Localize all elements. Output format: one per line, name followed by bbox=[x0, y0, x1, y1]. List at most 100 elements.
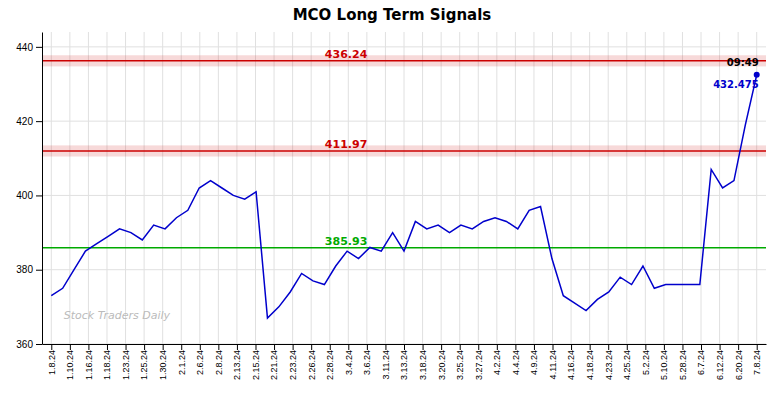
tick: 360 bbox=[16, 339, 42, 350]
tick-mark bbox=[144, 344, 145, 350]
tick: 2.28.24 bbox=[325, 344, 335, 380]
tick: 7.8.24 bbox=[752, 344, 762, 375]
tick-label: 4.23.24 bbox=[604, 350, 614, 380]
grid-line bbox=[385, 32, 386, 344]
tick-mark bbox=[720, 344, 721, 350]
band bbox=[42, 145, 766, 156]
tick: 6.20.24 bbox=[734, 344, 744, 380]
tick-label: 1.18.24 bbox=[102, 350, 112, 380]
grid-line bbox=[51, 32, 52, 344]
grid-line bbox=[218, 32, 219, 344]
tick-label: 2.13.24 bbox=[232, 350, 242, 380]
tick-label: 7.8.24 bbox=[752, 350, 762, 375]
tick-label: 360 bbox=[16, 339, 33, 350]
grid-line bbox=[42, 195, 766, 196]
grid-line bbox=[608, 32, 609, 344]
tick: 380 bbox=[16, 264, 42, 275]
grid-line bbox=[236, 32, 237, 344]
tick-label: 2.15.24 bbox=[251, 350, 261, 380]
tick-label: 2.23.24 bbox=[288, 350, 298, 380]
tick: 3.11.24 bbox=[381, 344, 391, 379]
y-axis: 360380400420440 bbox=[16, 33, 42, 350]
tick-label: 2.21.24 bbox=[269, 350, 279, 380]
tick-label: 3.20.24 bbox=[437, 350, 447, 380]
tick-mark bbox=[200, 344, 201, 350]
tick: 2.23.24 bbox=[288, 344, 298, 380]
tick-label: 1.25.24 bbox=[139, 350, 149, 380]
tick: 2.8.24 bbox=[214, 344, 224, 375]
reference-label: 385.93 bbox=[325, 235, 367, 248]
tick: 1.8.24 bbox=[47, 344, 57, 375]
tick-mark bbox=[348, 344, 349, 350]
grid-line bbox=[329, 32, 330, 344]
tick-mark bbox=[163, 344, 164, 350]
line bbox=[51, 75, 756, 318]
tick-label: 4.4.24 bbox=[511, 350, 521, 375]
grid-line bbox=[125, 32, 126, 344]
tick-mark bbox=[36, 195, 42, 196]
tick-mark bbox=[181, 344, 182, 350]
grid-line bbox=[311, 32, 312, 344]
tick-mark bbox=[645, 344, 646, 350]
tick-mark bbox=[664, 344, 665, 350]
tick-mark bbox=[682, 344, 683, 350]
tick-mark bbox=[88, 344, 89, 350]
tick: 2.1.24 bbox=[177, 344, 187, 375]
tick: 4.4.24 bbox=[511, 344, 521, 375]
grid-line bbox=[626, 32, 627, 344]
tick-label: 440 bbox=[16, 42, 33, 53]
reference-line bbox=[42, 247, 766, 249]
tick-label: 2.26.24 bbox=[307, 350, 317, 380]
tick-label: 3.25.24 bbox=[455, 350, 465, 380]
tick-mark bbox=[293, 344, 294, 350]
tick: 3.25.24 bbox=[455, 344, 465, 380]
tick-label: 2.6.24 bbox=[195, 350, 205, 375]
tick-mark bbox=[478, 344, 479, 350]
tick: 6.7.24 bbox=[696, 344, 706, 375]
grid-line bbox=[88, 32, 89, 344]
tick: 2.6.24 bbox=[195, 344, 205, 375]
tick: 1.18.24 bbox=[102, 344, 112, 380]
tick-label: 400 bbox=[16, 190, 33, 201]
tick-label: 4.9.24 bbox=[529, 350, 539, 375]
last-point bbox=[754, 72, 760, 78]
tick-mark bbox=[385, 344, 386, 350]
grid-line bbox=[441, 32, 442, 344]
tick-mark bbox=[757, 344, 758, 350]
chart: MCO Long Term Signals1.8.241.10.241.16.2… bbox=[0, 0, 784, 398]
grid-line bbox=[292, 32, 293, 344]
tick-label: 3.27.24 bbox=[474, 350, 484, 380]
tick-mark bbox=[534, 344, 535, 350]
tick-mark bbox=[70, 344, 71, 350]
tick: 6.12.24 bbox=[715, 344, 725, 380]
tick-label: 4.18.24 bbox=[585, 350, 595, 380]
x-axis: 1.8.241.10.241.16.241.18.241.23.241.25.2… bbox=[43, 344, 767, 380]
tick-label: 3.4.24 bbox=[344, 350, 354, 375]
grid bbox=[42, 32, 766, 344]
tick-label: 6.12.24 bbox=[715, 350, 725, 380]
tick-mark bbox=[460, 344, 461, 350]
grid-line bbox=[366, 32, 367, 344]
tick-mark bbox=[515, 344, 516, 350]
tick-mark bbox=[497, 344, 498, 350]
tick-mark bbox=[126, 344, 127, 350]
grid-line bbox=[404, 32, 405, 344]
tick-label: 4.16.24 bbox=[566, 350, 576, 380]
reference-label: 436.24 bbox=[325, 48, 368, 61]
grid-line bbox=[69, 32, 70, 344]
tick-label: 4.11.24 bbox=[548, 350, 558, 379]
tick: 4.16.24 bbox=[566, 344, 576, 380]
tick: 5.2.24 bbox=[641, 344, 651, 375]
grid-line bbox=[42, 269, 766, 270]
tick-label: 2.28.24 bbox=[325, 350, 335, 380]
tick: 2.26.24 bbox=[307, 344, 317, 380]
tick: 3.27.24 bbox=[474, 344, 484, 380]
tick-mark bbox=[423, 344, 424, 350]
tick-label: 380 bbox=[16, 264, 33, 275]
grid-line bbox=[515, 32, 516, 344]
labels: 436.24411.97385.9309:49432.475Stock Trad… bbox=[64, 48, 759, 322]
tick: 1.23.24 bbox=[121, 344, 131, 380]
grid-line bbox=[645, 32, 646, 344]
tick-mark bbox=[218, 344, 219, 350]
tick-label: 4.25.24 bbox=[622, 350, 632, 380]
